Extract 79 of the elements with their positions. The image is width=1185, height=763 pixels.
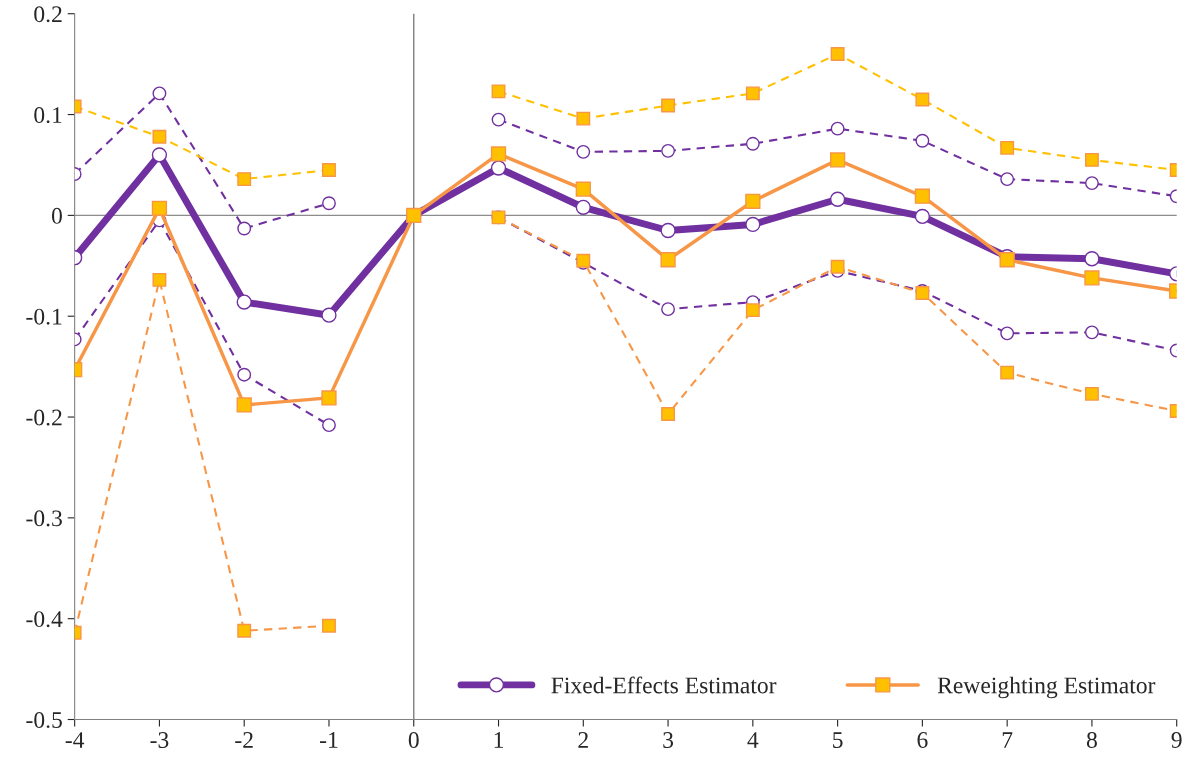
point [745,136,760,151]
point [914,208,931,225]
x-tick-label: 4 [747,732,759,748]
point [575,199,591,215]
point [322,196,336,211]
x-tick-label: 8 [1086,732,1097,748]
point [576,111,591,126]
y-tick-label: -0.5 [26,712,62,729]
point [661,302,676,317]
y-tick-label: 0 [51,207,62,224]
point [1000,172,1015,187]
x-tick-label: 7 [1002,732,1013,748]
y-tick-label: -0.2 [26,409,62,426]
point [321,307,337,323]
point [661,407,676,421]
x-tick-label: 5 [833,732,843,748]
x-tick-label: 0 [408,732,419,748]
point [490,160,507,176]
point [575,181,591,197]
point [491,112,506,127]
y-tick-label: -0.1 [26,308,62,325]
point [1084,325,1099,340]
point [830,259,845,274]
y-tick-label: 0.1 [34,107,62,124]
point [576,144,591,159]
x-tick-label: 9 [1171,732,1182,748]
point [151,147,168,163]
point [152,86,167,101]
point [322,163,336,177]
point [491,84,506,99]
point [915,92,930,107]
x-tick-label: 6 [917,732,928,748]
point [1000,140,1015,155]
point [830,47,845,62]
point [237,172,252,187]
x-tick-label: 1 [494,732,504,748]
point [151,200,168,216]
point [745,193,761,209]
point [237,623,252,638]
point [152,129,167,144]
legend-label: Reweighting Estimator [937,676,1156,699]
point [660,222,676,239]
point [237,221,252,236]
point [914,188,931,204]
point [1084,176,1099,191]
x-tick-label: -4 [65,732,85,748]
point [1084,386,1099,401]
x-tick-label: 2 [578,732,588,748]
point [830,121,845,136]
point [322,618,336,633]
point [1000,365,1015,380]
point [322,418,336,433]
x-tick-label: -3 [150,732,169,748]
point [745,86,760,101]
x-tick-label: -2 [235,732,253,748]
x-tick-label: -1 [320,732,338,748]
point [829,191,846,207]
y-tick-label: -0.3 [26,510,62,527]
point [152,272,167,287]
point [1084,152,1099,167]
point [237,367,252,382]
legend-label: Fixed-Effects Estimator [551,676,777,694]
point [660,252,676,268]
point [1084,270,1100,286]
point [321,390,337,406]
point [661,143,676,158]
point [236,294,252,310]
point [490,146,507,162]
point [745,216,761,233]
point [236,397,252,413]
point [661,98,676,113]
point [745,303,760,318]
y-tick-label: -0.4 [26,611,63,628]
point [1084,251,1100,267]
point [1000,326,1015,341]
x-tick-label: 3 [663,732,674,748]
y-tick-label: 0.2 [34,6,62,23]
point [915,133,930,148]
point [829,152,846,168]
